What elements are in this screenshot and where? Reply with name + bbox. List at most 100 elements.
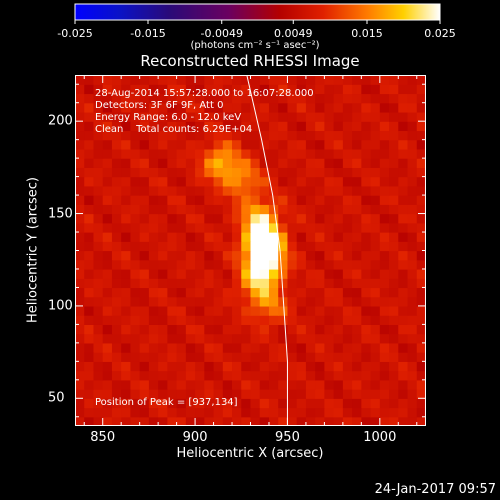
heatmap-cell	[370, 204, 381, 215]
heatmap-cell	[287, 259, 298, 270]
heatmap-cell	[84, 250, 95, 261]
heatmap-cell	[204, 148, 215, 159]
heatmap-cell	[352, 148, 362, 159]
heatmap-cell	[370, 195, 381, 205]
heatmap-cell	[176, 167, 187, 178]
x-tick-label: 950	[275, 430, 300, 445]
heatmap-cell	[416, 222, 426, 233]
heatmap-cell	[232, 158, 242, 168]
heatmap-cell	[333, 176, 344, 187]
heatmap-cell	[167, 241, 178, 252]
heatmap-cell	[185, 370, 196, 381]
heatmap-cell	[370, 93, 381, 104]
heatmap-cell	[259, 204, 270, 215]
heatmap-cell	[296, 213, 307, 224]
heatmap-cell	[195, 241, 205, 252]
heatmap-cell	[324, 389, 335, 399]
heatmap-cell	[278, 213, 289, 224]
heatmap-cell	[250, 158, 261, 168]
heatmap-cell	[93, 398, 104, 409]
heatmap-cell	[204, 176, 215, 187]
heatmap-cell	[213, 75, 224, 85]
heatmap-cell	[158, 93, 168, 104]
heatmap-cell	[111, 379, 122, 390]
heatmap-cell	[167, 416, 178, 426]
heatmap-cell	[75, 416, 85, 426]
heatmap-cell	[102, 305, 113, 316]
heatmap-cell	[296, 416, 307, 426]
heatmap-cell	[102, 241, 113, 252]
heatmap-cell	[333, 232, 344, 242]
heatmap-cell	[342, 148, 353, 159]
heatmap-cell	[315, 84, 325, 95]
heatmap-cell	[352, 84, 362, 95]
heatmap-cell	[305, 84, 316, 95]
heatmap-cell	[222, 333, 233, 344]
heatmap-cell	[102, 111, 113, 122]
heatmap-cell	[250, 361, 261, 372]
heatmap-cell	[185, 342, 196, 353]
heatmap-cell	[361, 305, 372, 316]
heatmap-cell	[130, 139, 141, 150]
heatmap-cell	[287, 167, 298, 178]
heatmap-cell	[148, 407, 159, 418]
heatmap-cell	[176, 259, 187, 270]
heatmap-cell	[407, 342, 418, 353]
heatmap-cell	[361, 259, 372, 270]
heatmap-cell	[185, 250, 196, 261]
heatmap-cell	[379, 222, 390, 233]
heatmap-cell	[167, 305, 178, 316]
heatmap-cell	[222, 296, 233, 307]
heatmap-cell	[158, 158, 168, 168]
heatmap-cell	[370, 148, 381, 159]
heatmap-cell	[158, 130, 168, 141]
heatmap-cell	[342, 185, 353, 196]
heatmap-cell	[315, 130, 325, 141]
heatmap-cell	[361, 195, 372, 205]
heatmap-cell	[84, 389, 95, 399]
heatmap-cell	[176, 305, 187, 316]
heatmap-cell	[278, 130, 289, 141]
heatmap-cell	[296, 296, 307, 307]
heatmap-cell	[158, 75, 168, 85]
heatmap-cell	[333, 158, 344, 168]
heatmap-cell	[305, 315, 316, 325]
heatmap-cell	[296, 370, 307, 381]
heatmap-cell	[111, 111, 122, 122]
heatmap-cell	[333, 259, 344, 270]
heatmap-cell	[315, 305, 325, 316]
heatmap-cell	[241, 361, 252, 372]
heatmap-cell	[84, 324, 95, 335]
heatmap-cell	[296, 111, 307, 122]
heatmap-cell	[370, 333, 381, 344]
heatmap-cell	[232, 148, 242, 159]
heatmap-cell	[213, 324, 224, 335]
heatmap-cell	[102, 167, 113, 178]
heatmap-cell	[111, 278, 122, 289]
heatmap-cell	[250, 278, 261, 289]
colorbar-tick-label: -0.015	[130, 27, 166, 40]
heatmap-cell	[333, 167, 344, 178]
heatmap-cell	[416, 111, 426, 122]
heatmap-cell	[222, 75, 233, 85]
heatmap-cell	[176, 75, 187, 85]
heatmap-cell	[287, 352, 298, 362]
heatmap-cell	[333, 370, 344, 381]
heatmap-cell	[241, 407, 252, 418]
heatmap-cell	[121, 75, 132, 85]
heatmap-cell	[287, 204, 298, 215]
y-tick-label: 100	[48, 298, 73, 314]
heatmap-cell	[185, 296, 196, 307]
heatmap-cell	[130, 167, 141, 178]
heatmap-cell	[370, 176, 381, 187]
heatmap-image	[75, 75, 426, 426]
heatmap-cell	[416, 268, 426, 279]
heatmap-cell	[139, 370, 150, 381]
heatmap-cell	[176, 379, 187, 390]
heatmap-cell	[148, 268, 159, 279]
heatmap-cell	[158, 342, 168, 353]
heatmap-cell	[416, 259, 426, 270]
heatmap-cell	[93, 176, 104, 187]
heatmap-cell	[287, 222, 298, 233]
heatmap-cell	[315, 121, 325, 132]
